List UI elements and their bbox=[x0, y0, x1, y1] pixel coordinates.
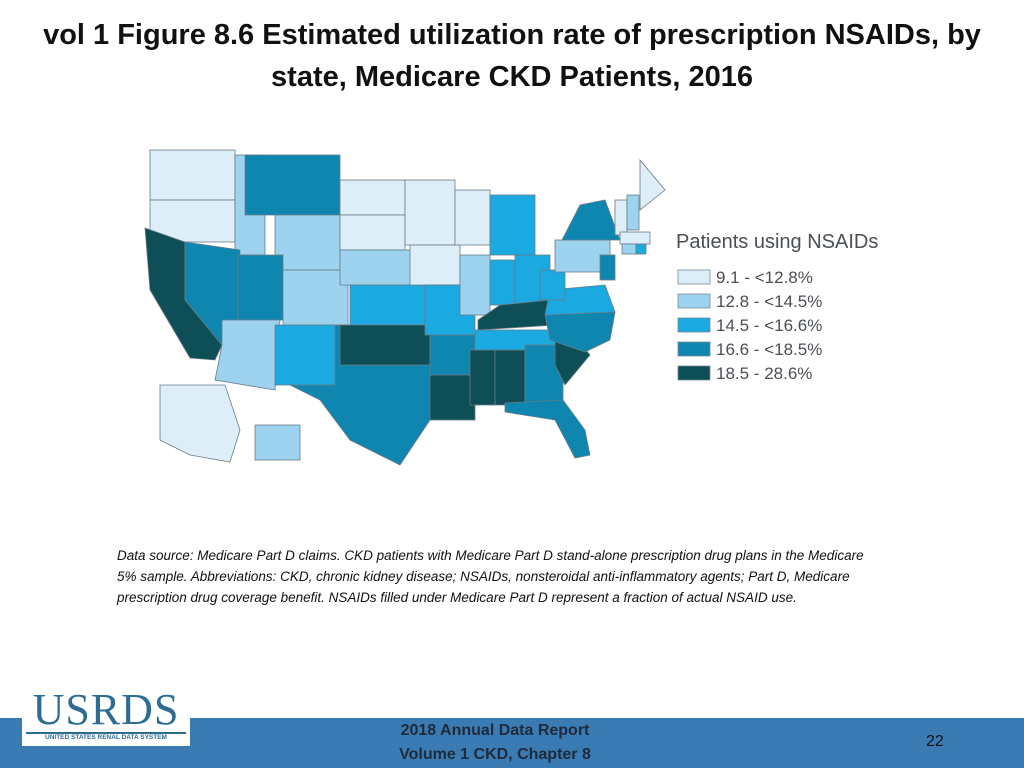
legend-swatch bbox=[677, 293, 711, 309]
legend-label: 9.1 - <12.8% bbox=[716, 268, 813, 287]
page-number: 22 bbox=[926, 733, 944, 750]
logo: USRDS UNITED STATES RENAL DATA SYSTEM bbox=[22, 688, 190, 746]
title: vol 1 Figure 8.6 Estimated utilization r… bbox=[43, 19, 981, 93]
logo-text: USRDS bbox=[32, 685, 180, 734]
legend-title: Patients using NSAIDs bbox=[676, 231, 878, 253]
legend-label: 16.6 - <18.5% bbox=[716, 340, 822, 359]
legend-label: 14.5 - <16.6% bbox=[716, 316, 822, 335]
legend-swatch bbox=[677, 341, 711, 357]
legend-label: 12.8 - <14.5% bbox=[716, 292, 822, 311]
legend-label: 18.5 - 28.6% bbox=[716, 364, 812, 383]
legend-swatch bbox=[677, 269, 711, 285]
logo-subtitle: UNITED STATES RENAL DATA SYSTEM bbox=[26, 732, 186, 741]
us-map bbox=[144, 149, 666, 466]
map: Patients using NSAIDs 9.1 - <12.8% 12.8 - … bbox=[144, 149, 878, 466]
footer-line: Volume 1 CKD, Chapter 8 bbox=[399, 746, 591, 763]
legend-swatch bbox=[677, 365, 711, 381]
footnote: Data source: Medicare Part D claims. CKD… bbox=[117, 548, 864, 605]
legend-swatch bbox=[677, 317, 711, 333]
footer-line: 2018 Annual Data Report bbox=[400, 722, 590, 739]
